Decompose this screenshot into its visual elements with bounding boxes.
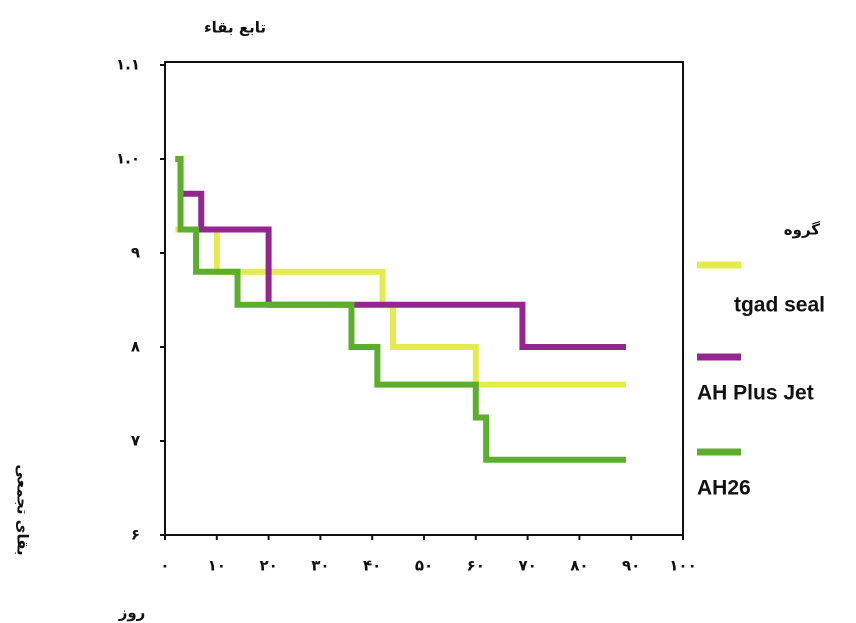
- y-tick-label: ۱.۱: [116, 56, 140, 74]
- x-axis-label: روز: [118, 604, 146, 622]
- x-tick-label: ۷۰: [518, 557, 536, 575]
- x-tick-label: ۸۰: [570, 557, 588, 575]
- x-tick-label: ۲۰: [259, 557, 277, 575]
- legend-label: AH Plus Jet: [697, 382, 814, 405]
- x-tick-label: ۹۰: [622, 557, 640, 575]
- x-tick-label: ۴۰: [363, 557, 381, 575]
- legend-title: گروه: [784, 221, 821, 239]
- x-tick-label: ۶۰: [467, 557, 485, 575]
- y-tick-label: ۷: [131, 432, 140, 450]
- survival-line: [175, 156, 627, 463]
- x-tick-label: ۰: [160, 557, 169, 575]
- plot-frame: [164, 61, 684, 536]
- y-tick-label: ۸: [131, 338, 140, 356]
- x-tick-label: ۵۰: [415, 557, 433, 575]
- x-tick-label: ۳۰: [311, 557, 329, 575]
- y-tick-label: ۹: [131, 244, 140, 262]
- y-axis-label: بقای تجمعی: [14, 464, 32, 555]
- x-tick-label: ۱۰۰: [669, 557, 696, 575]
- legend-label: AH26: [697, 477, 751, 500]
- chart-title: تابع بقاء: [204, 19, 266, 37]
- y-tick-label: ۶: [131, 526, 140, 544]
- legend-label: tgad seal: [734, 294, 825, 317]
- x-tick-label: ۱۰: [208, 557, 226, 575]
- y-tick-label: ۱.۰: [116, 150, 140, 168]
